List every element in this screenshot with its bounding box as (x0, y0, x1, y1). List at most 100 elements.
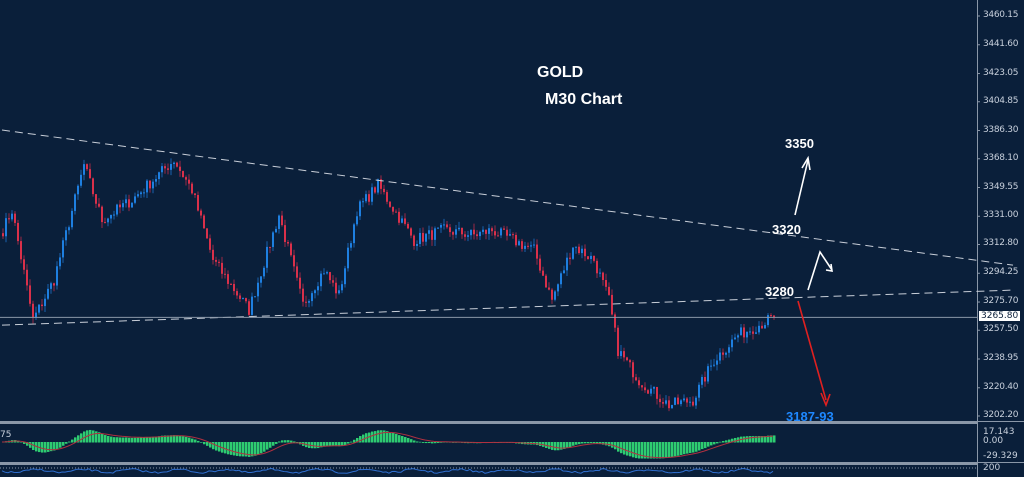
candle (716, 360, 718, 365)
candle (203, 215, 205, 229)
candle (5, 218, 7, 237)
macd-bar (131, 437, 134, 443)
macd-bar (113, 437, 116, 443)
macd-bar (725, 440, 728, 443)
macd-bar (731, 438, 734, 443)
candle (509, 234, 511, 236)
candle (251, 296, 253, 315)
macd-bar (128, 437, 131, 443)
macd-bar (392, 433, 395, 443)
candle (761, 325, 763, 329)
macd-bar (374, 431, 377, 443)
candle (8, 218, 10, 220)
candle (323, 273, 325, 275)
macd-bar (119, 437, 122, 443)
macd-bar (20, 442, 23, 443)
macd-bar (389, 432, 392, 443)
candle (374, 187, 376, 193)
candle (287, 242, 289, 244)
candle (479, 231, 481, 237)
candle (728, 347, 730, 353)
macd-bar (707, 442, 710, 447)
candle (383, 188, 385, 193)
macd-bar (584, 442, 587, 444)
candle (407, 223, 409, 229)
candle (224, 273, 226, 275)
candle (317, 286, 319, 291)
panel-divider (978, 462, 1024, 463)
candle (542, 270, 544, 276)
candle (38, 304, 40, 313)
macd-bar (134, 437, 137, 443)
candle (335, 282, 337, 294)
macd-bar (332, 442, 335, 446)
candle (365, 194, 367, 202)
candle (482, 229, 484, 232)
candle (113, 214, 115, 216)
macd-bar (425, 442, 428, 444)
macd-bar (53, 442, 56, 451)
candle (314, 290, 316, 294)
candle (722, 352, 724, 355)
candle (605, 280, 607, 287)
price-tick: 3349.55 (983, 181, 1019, 192)
macd-bar (287, 440, 290, 443)
macd-bar (239, 442, 242, 457)
macd-bar (758, 435, 761, 443)
candle (296, 266, 298, 278)
candle (719, 352, 721, 361)
candle (629, 360, 631, 363)
macd-bar (722, 440, 725, 443)
price-tick: 3441.60 (983, 38, 1019, 49)
candle (53, 283, 55, 286)
candle (743, 327, 745, 338)
candle (647, 390, 649, 394)
macd-bar (62, 442, 65, 446)
macd-bar (416, 441, 419, 443)
candle (248, 301, 250, 315)
macd-bar (752, 436, 755, 443)
macd-bar (410, 439, 413, 443)
macd-bar (185, 436, 188, 443)
candle (32, 303, 34, 318)
panel-divider (0, 462, 978, 465)
candle (143, 192, 145, 194)
candle (572, 247, 574, 259)
macd-bar (74, 437, 77, 443)
macd-bar (629, 442, 632, 457)
price-tick: 3202.20 (983, 410, 1019, 420)
macd-bar (419, 441, 422, 443)
candle (275, 228, 277, 233)
candle (665, 400, 667, 404)
price-tick: 3294.25 (983, 267, 1019, 278)
macd-bar (587, 442, 590, 444)
candle (749, 331, 751, 333)
candle (473, 229, 475, 235)
candle (752, 331, 754, 334)
candle (356, 216, 358, 225)
macd-bar (710, 442, 713, 446)
candle (188, 179, 190, 184)
macd-bar (104, 435, 107, 443)
macd-bar (590, 442, 593, 444)
candle (215, 259, 217, 262)
macd-bar (683, 442, 686, 455)
macd-bar (272, 442, 275, 446)
candle (56, 266, 58, 286)
candle (311, 293, 313, 302)
candle (506, 229, 508, 236)
candle (431, 230, 433, 240)
macd-bar (26, 442, 29, 446)
macd-bar (656, 442, 659, 459)
candle (137, 194, 139, 197)
candle (416, 243, 418, 246)
candle (218, 261, 220, 263)
candle (599, 272, 601, 274)
candle (692, 401, 694, 406)
candle (344, 268, 346, 285)
candle (377, 179, 379, 193)
candle (134, 196, 136, 203)
macd-bar (716, 442, 719, 444)
candle (392, 206, 394, 212)
indicator-tick: 17.143 (983, 427, 1015, 437)
